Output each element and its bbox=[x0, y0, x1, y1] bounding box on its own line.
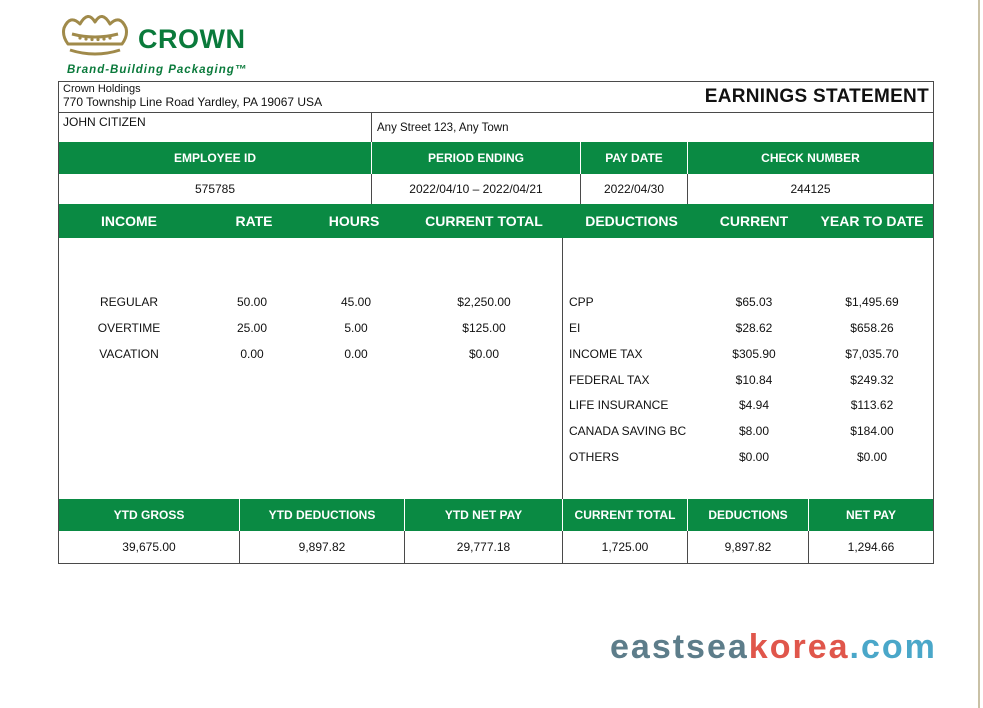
ytd-gross-header: YTD GROSS bbox=[59, 499, 239, 531]
divider bbox=[580, 142, 581, 204]
employee-name: JOHN CITIZEN bbox=[63, 115, 146, 129]
deduction-row: LIFE INSURANCE $4.94 $113.62 bbox=[563, 398, 933, 416]
pay-date-value: 2022/04/30 bbox=[603, 182, 665, 196]
income-row: VACATION 0.00 0.00 $0.00 bbox=[59, 347, 562, 365]
deduction-name: INCOME TAX bbox=[569, 347, 643, 361]
income-header: INCOME bbox=[79, 204, 179, 238]
divider bbox=[59, 112, 933, 113]
income-row: OVERTIME 25.00 5.00 $125.00 bbox=[59, 321, 562, 339]
divider bbox=[562, 238, 563, 499]
page-edge-line bbox=[978, 0, 980, 708]
deduction-name: LIFE INSURANCE bbox=[569, 398, 669, 412]
company-name: Crown Holdings bbox=[63, 83, 141, 95]
year-to-date-header: YEAR TO DATE bbox=[814, 204, 930, 238]
deduction-current: $28.62 bbox=[735, 321, 773, 335]
deduction-current: $4.94 bbox=[738, 398, 770, 412]
deduction-ytd: $658.26 bbox=[850, 321, 894, 335]
income-rate: 25.00 bbox=[236, 321, 268, 335]
pay-date-header: PAY DATE bbox=[581, 142, 687, 174]
divider bbox=[687, 174, 688, 204]
crown-logo: CROWN Brand-Building Packaging™ bbox=[58, 10, 318, 80]
watermark: eastseakorea.com bbox=[610, 628, 937, 667]
divider bbox=[371, 174, 372, 204]
page-title: EARNINGS STATEMENT bbox=[704, 86, 929, 107]
net-pay-header: NET PAY bbox=[809, 499, 933, 531]
current-total-value: 1,725.00 bbox=[601, 540, 649, 554]
income-total: $0.00 bbox=[468, 347, 500, 361]
check-number-value: 244125 bbox=[790, 182, 831, 196]
deduction-ytd: $0.00 bbox=[856, 450, 888, 464]
divider bbox=[562, 531, 563, 563]
deduction-current: $0.00 bbox=[738, 450, 770, 464]
income-type: REGULAR bbox=[99, 295, 158, 309]
deduction-name: CPP bbox=[569, 295, 594, 309]
current-total-header: CURRENT TOTAL bbox=[404, 204, 564, 238]
divider bbox=[404, 531, 405, 563]
divider bbox=[580, 174, 581, 204]
deduction-row: EI $28.62 $658.26 bbox=[563, 321, 933, 339]
ytd-net-pay-value: 29,777.18 bbox=[456, 540, 511, 554]
income-total: $2,250.00 bbox=[457, 295, 511, 309]
deduction-row: OTHERS $0.00 $0.00 bbox=[563, 450, 933, 468]
income-type: OVERTIME bbox=[97, 321, 161, 335]
income-total: $125.00 bbox=[462, 321, 506, 335]
divider bbox=[371, 142, 372, 204]
deduction-current: $8.00 bbox=[738, 424, 770, 438]
income-hours: 5.00 bbox=[344, 321, 368, 335]
ytd-net-pay-header: YTD NET PAY bbox=[405, 499, 562, 531]
ytd-deductions-header: YTD DEDUCTIONS bbox=[240, 499, 404, 531]
brand-name: CROWN bbox=[138, 24, 246, 54]
deductions-header: DEDUCTIONS bbox=[569, 204, 694, 238]
divider bbox=[687, 531, 688, 563]
deduction-row: INCOME TAX $305.90 $7,035.70 bbox=[563, 347, 933, 365]
rate-header: RATE bbox=[209, 204, 299, 238]
income-rate: 0.00 bbox=[240, 347, 264, 361]
watermark-part3: .com bbox=[849, 628, 937, 666]
period-ending-value: 2022/04/10 – 2022/04/21 bbox=[409, 182, 543, 196]
employee-id-value: 575785 bbox=[194, 182, 236, 196]
deductions-summary-header: DEDUCTIONS bbox=[688, 499, 808, 531]
employee-id-header: EMPLOYEE ID bbox=[59, 142, 371, 174]
period-ending-header: PERIOD ENDING bbox=[372, 142, 580, 174]
income-type: VACATION bbox=[99, 347, 159, 361]
income-hours: 45.00 bbox=[340, 295, 372, 309]
deduction-ytd: $1,495.69 bbox=[845, 295, 899, 309]
deduction-ytd: $249.32 bbox=[850, 373, 894, 387]
ytd-deductions-value: 9,897.82 bbox=[298, 540, 346, 554]
deduction-current: $65.03 bbox=[735, 295, 773, 309]
employee-address: Any Street 123, Any Town bbox=[377, 122, 509, 134]
deduction-current: $10.84 bbox=[735, 373, 773, 387]
net-pay-value: 1,294.66 bbox=[847, 540, 895, 554]
current-total-summary-header: CURRENT TOTAL bbox=[563, 499, 687, 531]
income-rate: 50.00 bbox=[236, 295, 268, 309]
deduction-ytd: $113.62 bbox=[850, 398, 894, 412]
watermark-part1: eastsea bbox=[610, 628, 749, 666]
current-header: CURRENT bbox=[699, 204, 809, 238]
deduction-name: FEDERAL TAX bbox=[569, 373, 650, 387]
brand-tagline: Brand-Building Packaging™ bbox=[67, 64, 248, 76]
earnings-statement: Crown Holdings 770 Township Line Road Ya… bbox=[58, 81, 934, 564]
watermark-part2: korea bbox=[748, 628, 850, 666]
deduction-row: CANADA SAVING BC $8.00 $184.00 bbox=[563, 424, 933, 442]
income-row: REGULAR 50.00 45.00 $2,250.00 bbox=[59, 295, 562, 313]
crown-icon bbox=[62, 15, 128, 56]
check-number-header: CHECK NUMBER bbox=[688, 142, 933, 174]
company-address: 770 Township Line Road Yardley, PA 19067… bbox=[63, 95, 323, 109]
deduction-current: $305.90 bbox=[732, 347, 776, 361]
deduction-row: CPP $65.03 $1,495.69 bbox=[563, 295, 933, 313]
deductions-value: 9,897.82 bbox=[724, 540, 772, 554]
deduction-ytd: $7,035.70 bbox=[845, 347, 899, 361]
deduction-name: OTHERS bbox=[569, 450, 620, 464]
hours-header: HOURS bbox=[309, 204, 399, 238]
divider bbox=[239, 531, 240, 563]
income-hours: 0.00 bbox=[344, 347, 368, 361]
deduction-name: CANADA SAVING BC bbox=[569, 424, 687, 438]
deduction-row: FEDERAL TAX $10.84 $249.32 bbox=[563, 373, 933, 391]
deduction-name: EI bbox=[569, 321, 581, 335]
deduction-ytd: $184.00 bbox=[850, 424, 894, 438]
divider bbox=[687, 142, 688, 204]
divider bbox=[808, 531, 809, 563]
ytd-gross-value: 39,675.00 bbox=[122, 540, 176, 554]
divider bbox=[371, 112, 372, 142]
